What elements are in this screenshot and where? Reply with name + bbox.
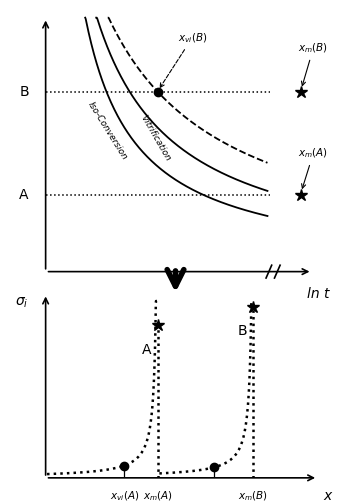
Text: Iso-Conversion: Iso-Conversion [86,100,129,161]
Text: $x_m(B)$: $x_m(B)$ [238,489,269,502]
Text: $x_{vi}(A)$: $x_{vi}(A)$ [0,502,1,503]
Text: x: x [324,489,332,503]
Text: $x_{vi}(A)$: $x_{vi}(A)$ [110,489,139,502]
Text: $x_{vi}(B)$: $x_{vi}(B)$ [199,502,229,503]
Text: $x_{vi}(B)$: $x_{vi}(B)$ [160,31,207,88]
Text: A: A [19,188,29,202]
Text: $x_m(B)$: $x_m(B)$ [298,41,329,86]
Text: $\sigma_i$: $\sigma_i$ [15,295,29,310]
Text: B: B [19,85,29,99]
Text: Vitrification: Vitrification [138,114,172,163]
Text: $x_m(A)$: $x_m(A)$ [143,489,173,502]
Text: $x_m(A)$: $x_m(A)$ [298,146,329,188]
Text: ln t: ln t [307,287,329,301]
Text: B: B [237,324,247,339]
Text: A: A [142,343,152,357]
